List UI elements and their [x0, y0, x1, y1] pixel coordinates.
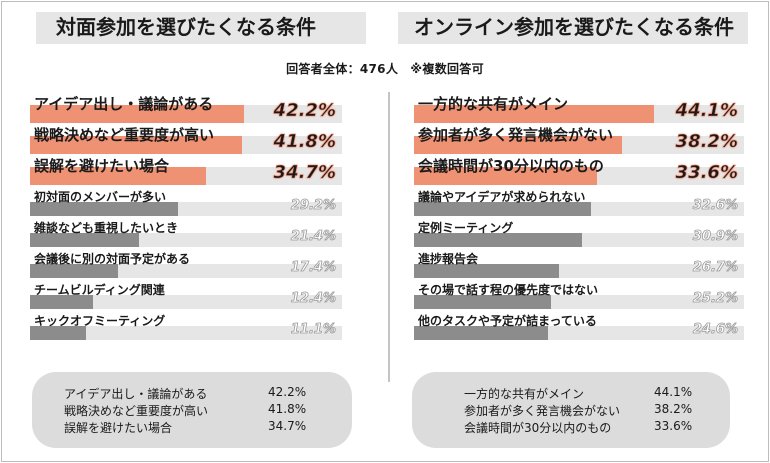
left-bar-row: チームビルディング関連 12.4%: [30, 278, 342, 309]
right-bar: [414, 264, 560, 278]
right-bar-value: 38.2%: [675, 131, 738, 153]
right-bar-value: 32.6%: [692, 198, 738, 214]
left-bar: [30, 136, 243, 154]
right-bar: [414, 136, 622, 154]
right-bar-label: 進捗報告会: [418, 252, 479, 266]
right-summary-value: 33.6%: [654, 419, 693, 433]
right-summary-label: 会議時間が30分以内のもの: [464, 421, 612, 435]
left-bar-row: 初対面のメンバーが多い 29.2%: [30, 185, 342, 216]
left-bar-value: 29.2%: [290, 198, 336, 214]
left-bar-value: 21.4%: [290, 229, 336, 245]
right-summary-label: 一方的な共有がメイン: [464, 387, 585, 401]
left-bar-value: 12.4%: [290, 291, 336, 307]
left-bar-label: チームビルディング関連: [34, 283, 165, 297]
right-summary-box: 一方的な共有がメイン 44.1% 参加者が多く発言機会がない 38.2% 会議時間が30…: [412, 372, 730, 448]
left-bar-row: 戦略決めなど重要度が高い 41.8%: [30, 123, 342, 154]
left-bar-chart: アイデア出し・議論がある 42.2% 戦略決めなど重要度が高い 41.8% 誤解を避けた…: [30, 92, 342, 348]
left-bar-track: [30, 326, 342, 340]
right-bar-row: 定例ミーティング 30.9%: [414, 216, 744, 247]
right-bar-row: 一方的な共有がメイン 44.1%: [414, 92, 744, 123]
left-summary-value: 41.8%: [268, 402, 307, 416]
left-bar-value: 42.2%: [273, 100, 336, 122]
right-bar-row: 他のタスクや予定が詰まっている 24.6%: [414, 309, 744, 340]
left-bar-row: 会議後に別の対面予定がある 17.4%: [30, 247, 342, 278]
left-bar-track: [30, 295, 342, 309]
right-bar: [414, 295, 552, 309]
left-bar-label: 戦略決めなど重要度が高い: [34, 126, 215, 144]
right-summary-label: 参加者が多く発言機会がない: [464, 404, 621, 418]
left-bar: [30, 264, 119, 278]
left-bar-label: アイデア出し・議論がある: [34, 95, 214, 113]
left-bar-label: キックオフミーティング: [34, 314, 166, 328]
right-bar-label: 参加者が多く発言機会がない: [418, 126, 614, 144]
right-bar-label: 一方的な共有がメイン: [418, 95, 569, 113]
right-bar-label: その場で話す程の優先度ではない: [418, 283, 599, 297]
left-bar-label: 雑談なども重視したいとき: [34, 221, 179, 235]
left-bar: [30, 167, 207, 185]
respondents-note: 回答者全体：476人 ※複数回答可: [286, 62, 484, 76]
left-summary-box: アイデア出し・議論がある 42.2% 戦略決めなど重要度が高い 41.8% 誤解を避けた…: [32, 372, 352, 448]
right-bar-chart: 一方的な共有がメイン 44.1% 参加者が多く発言機会がない 38.2% 会議時間が30…: [414, 92, 744, 348]
left-summary-value: 42.2%: [268, 385, 307, 399]
left-bar-value: 41.8%: [273, 131, 336, 153]
left-bar-label: 会議後に別の対面予定がある: [34, 252, 191, 266]
left-bar-row: 誤解を避けたい場合 34.7%: [30, 154, 342, 185]
right-bar-row: 会議時間が30分以内のもの 33.6%: [414, 154, 744, 185]
right-panel-title: オンライン参加を選びたくなる条件: [398, 12, 748, 44]
right-bar-value: 44.1%: [675, 100, 738, 122]
left-bar-row: 雑談なども重視したいとき 21.4%: [30, 216, 342, 247]
right-bar-label: 他のタスクや予定が詰まっている: [418, 314, 597, 328]
left-bar-value: 17.4%: [290, 260, 336, 276]
left-bar: [30, 202, 179, 216]
left-panel-title: 対面参加を選びたくなる条件: [36, 12, 366, 44]
right-bar-row: その場で話す程の優先度ではない 25.2%: [414, 278, 744, 309]
right-bar-row: 進捗報告会 26.7%: [414, 247, 744, 278]
right-bar-label: 議論やアイデアが求められない: [418, 190, 586, 204]
left-bar: [30, 233, 139, 247]
right-bar-value: 25.2%: [692, 291, 738, 307]
left-bar-label: 誤解を避けたい場合: [34, 157, 170, 175]
right-bar-row: 参加者が多く発言機会がない 38.2%: [414, 123, 744, 154]
left-bar: [30, 295, 93, 309]
right-bar: [414, 326, 548, 340]
right-bar-label: 会議時間が30分以内のもの: [418, 157, 604, 175]
panel-divider: [388, 92, 390, 382]
right-bar: [414, 202, 592, 216]
right-bar: [414, 105, 654, 123]
left-bar-value: 34.7%: [273, 162, 336, 184]
right-bar-value: 30.9%: [692, 229, 738, 245]
right-bar: [414, 233, 583, 247]
left-summary-label: 誤解を避けたい場合: [64, 421, 173, 435]
left-bar-value: 11.1%: [290, 322, 336, 338]
right-bar-value: 26.7%: [692, 260, 738, 276]
left-summary-label: 戦略決めなど重要度が高い: [64, 404, 209, 418]
left-bar: [30, 326, 87, 340]
right-bar-value: 24.6%: [692, 322, 738, 338]
left-summary-label: アイデア出し・議論がある: [64, 387, 208, 401]
right-summary-value: 44.1%: [654, 385, 693, 399]
right-bar: [414, 167, 597, 185]
left-summary-value: 34.7%: [268, 419, 307, 433]
right-summary-value: 38.2%: [654, 402, 693, 416]
right-bar-value: 33.6%: [675, 162, 738, 184]
right-bar-row: 議論やアイデアが求められない 32.6%: [414, 185, 744, 216]
left-bar-row: アイデア出し・議論がある 42.2%: [30, 92, 342, 123]
left-bar-label: 初対面のメンバーが多い: [34, 190, 167, 204]
left-bar-row: キックオフミーティング 11.1%: [30, 309, 342, 340]
left-bar: [30, 105, 245, 123]
right-bar-label: 定例ミーティング: [418, 221, 514, 235]
